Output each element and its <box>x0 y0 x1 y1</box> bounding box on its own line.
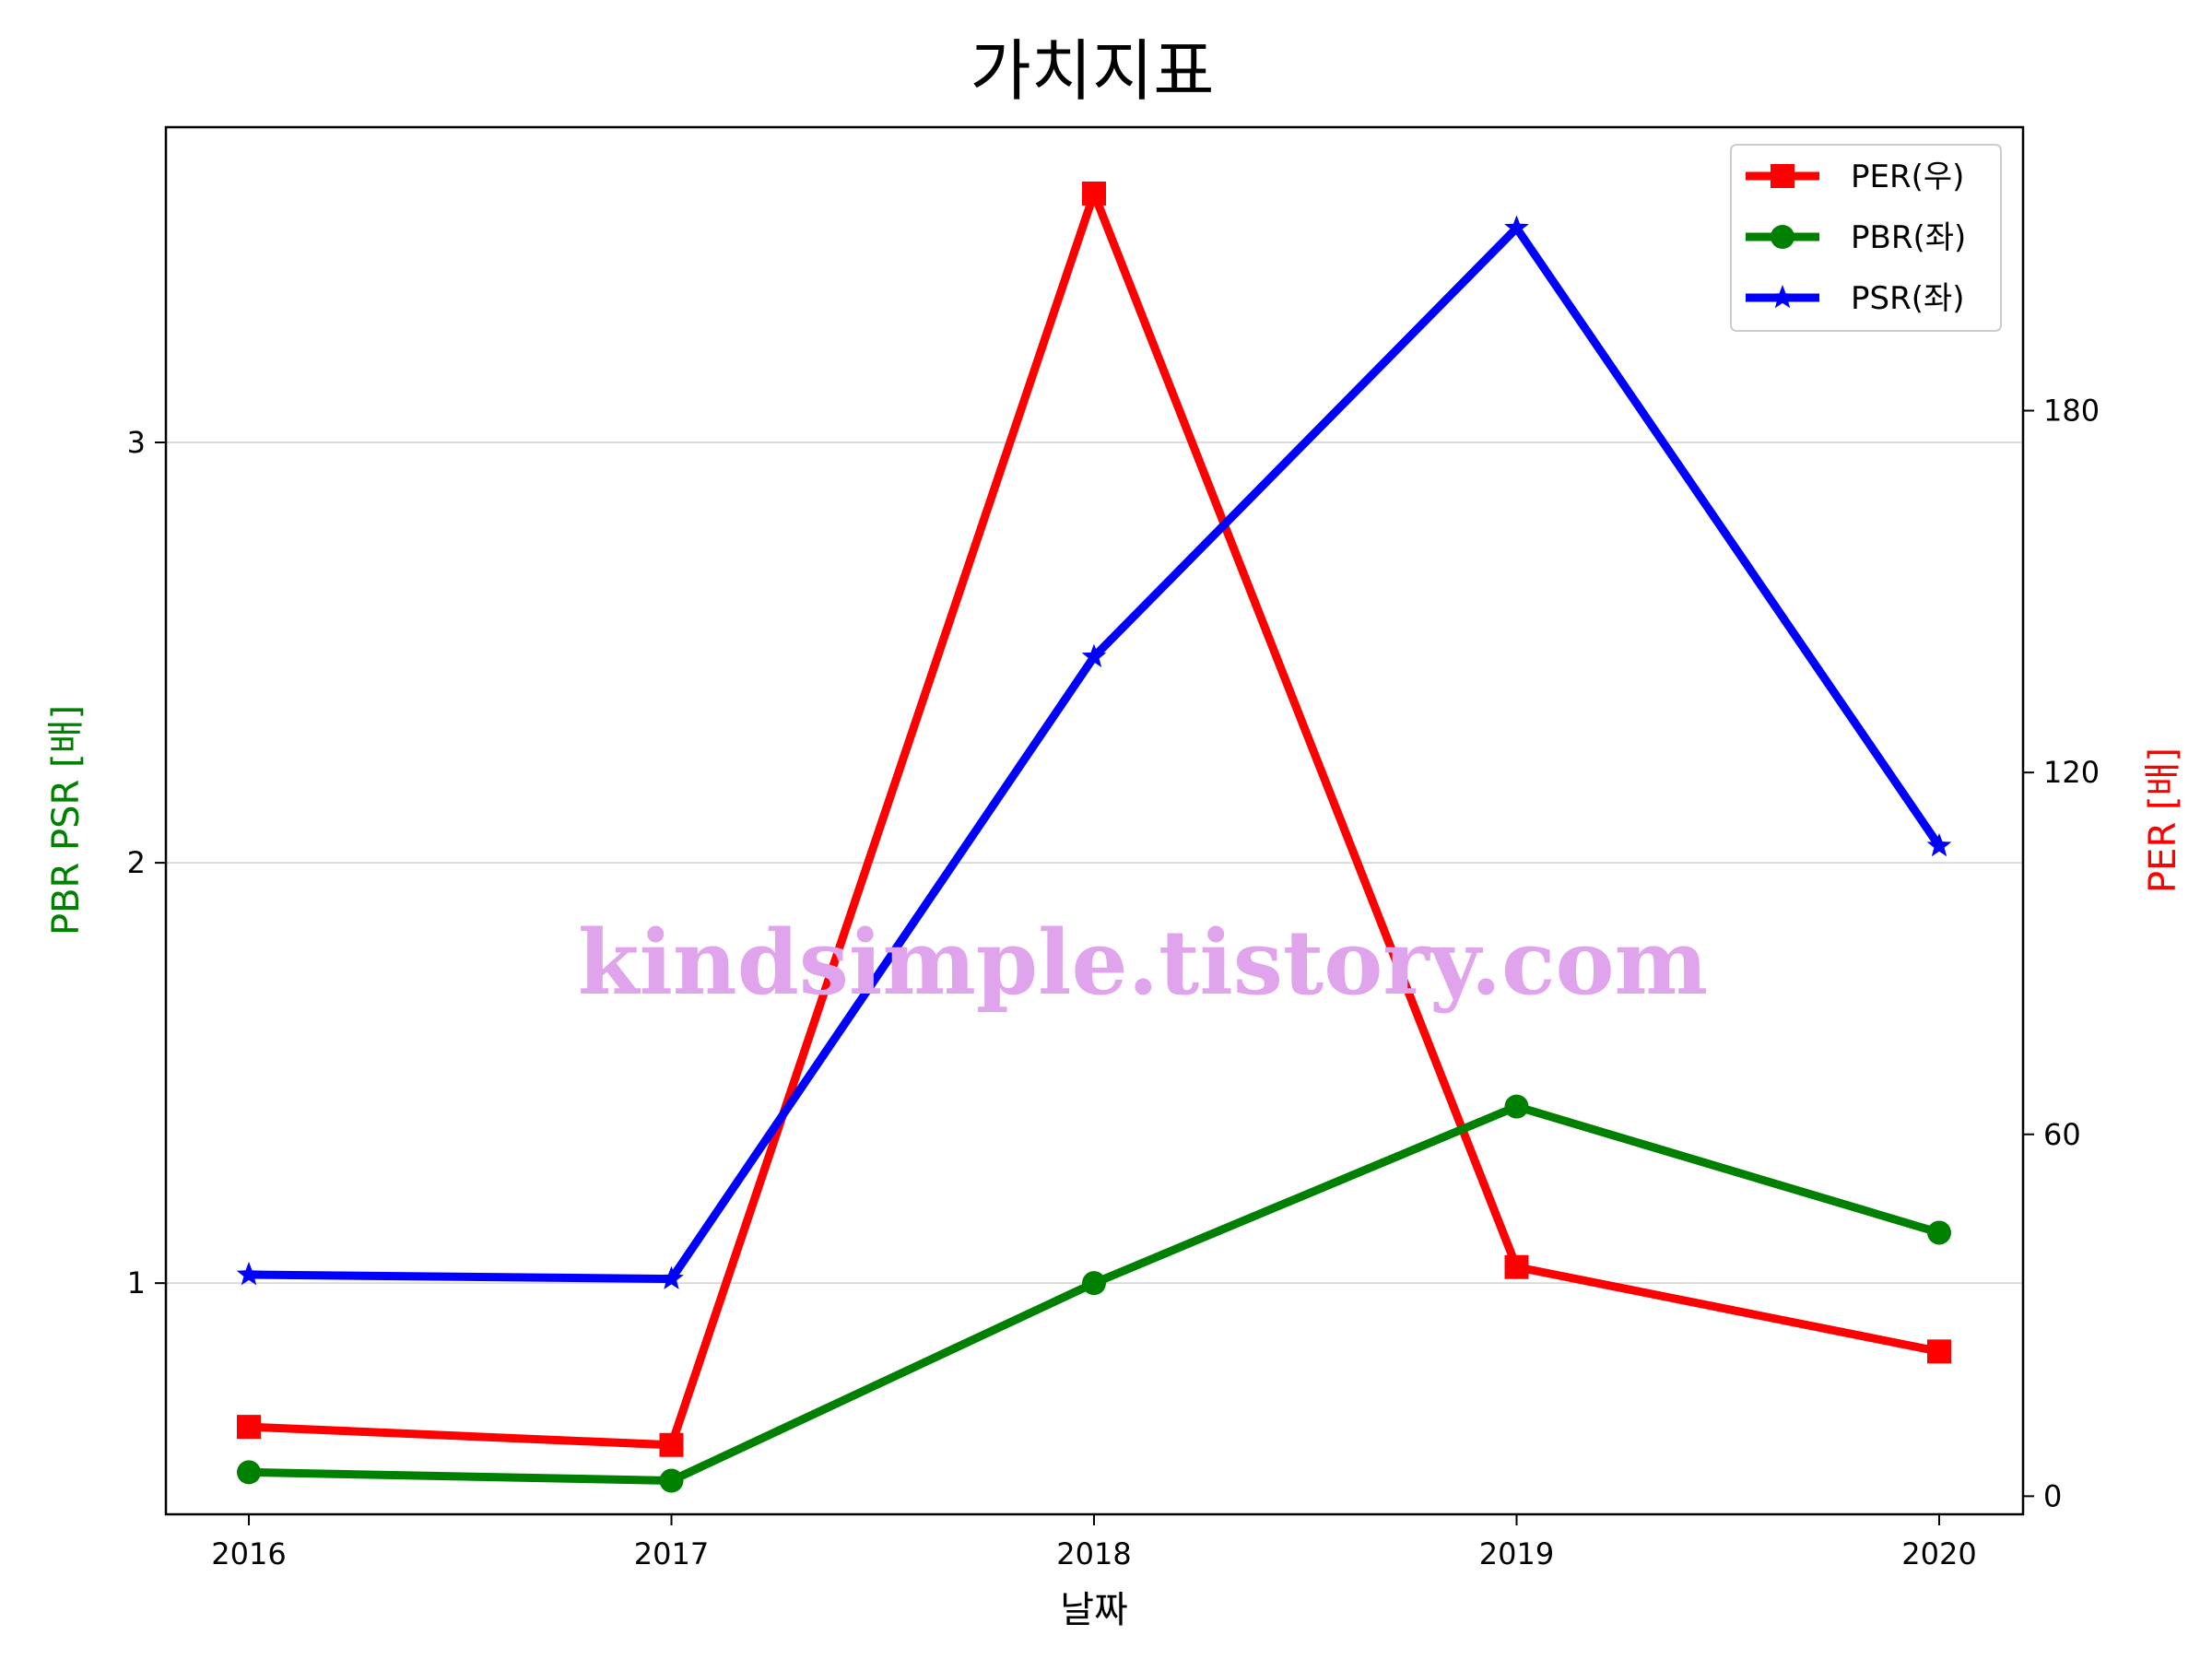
x-tick-label-2017: 2017 <box>634 1536 709 1571</box>
legend-label-0: PER(우) <box>1851 159 1964 195</box>
right-tick-label-120: 120 <box>2043 755 2100 790</box>
x-tick-label-2020: 2020 <box>1901 1536 1976 1571</box>
series-1 <box>237 1094 1951 1493</box>
series-1-point-2018 <box>1082 1271 1106 1296</box>
series-2 <box>236 215 1952 1289</box>
series-1-point-2020 <box>1927 1220 1951 1245</box>
series-line-2 <box>248 221 1943 1284</box>
series-1-point-2016 <box>237 1460 261 1485</box>
right-tick-label-60: 60 <box>2043 1117 2081 1152</box>
right-tick-label-180: 180 <box>2043 394 2100 429</box>
legend: PER(우) PBR(좌) PSR(좌) <box>1730 144 2002 332</box>
series-line-0 <box>248 181 1940 1450</box>
axes: 1 2 3 0 60 120 180 2016 2017 2018 2019 2020 <box>127 394 2100 1571</box>
series-0-point-2017 <box>659 1432 684 1457</box>
right-tick-label-0: 0 <box>2043 1478 2062 1513</box>
legend-label-1: PBR(좌) <box>1851 219 1966 256</box>
plot-area-frame <box>164 125 2025 1516</box>
series-2-point-2020 <box>1926 832 1952 857</box>
legend-box <box>1730 144 2002 332</box>
legend-marker-0 <box>1771 164 1794 188</box>
left-tick-label-2: 2 <box>127 845 146 880</box>
x-tick-label-2016: 2016 <box>211 1536 286 1571</box>
series-0-point-2020 <box>1927 1339 1951 1364</box>
legend-label-2: PSR(좌) <box>1851 280 1965 317</box>
series-0-point-2016 <box>237 1415 261 1440</box>
series-layer <box>236 181 1952 1493</box>
left-tick-label-1: 1 <box>127 1265 146 1300</box>
series-1-point-2017 <box>659 1468 684 1493</box>
chart-title: 가치지표 <box>971 32 1215 110</box>
legend-marker-1 <box>1771 225 1794 249</box>
watermark: kindsimple.tistory.com <box>578 911 1708 1015</box>
y-axis-label-left: PBR PSR [배] <box>45 705 88 935</box>
left-tick-label-3: 3 <box>127 425 146 460</box>
series-2-point-2017 <box>659 1265 684 1289</box>
series-1-point-2019 <box>1504 1094 1529 1119</box>
series-0-point-2019 <box>1504 1254 1529 1279</box>
series-0-point-2018 <box>1082 181 1106 206</box>
series-0 <box>237 181 1951 1457</box>
series-2-point-2016 <box>236 1262 262 1286</box>
x-axis-label: 날짜 <box>1060 1589 1128 1631</box>
x-tick-label-2019: 2019 <box>1479 1536 1554 1571</box>
series-2-point-2019 <box>1504 215 1529 239</box>
y-axis-label-right: PER [배] <box>2142 747 2184 893</box>
series-2-point-2018 <box>1081 643 1107 667</box>
legend-marker-2 <box>1770 285 1795 309</box>
x-tick-label-2018: 2018 <box>1056 1536 1131 1571</box>
